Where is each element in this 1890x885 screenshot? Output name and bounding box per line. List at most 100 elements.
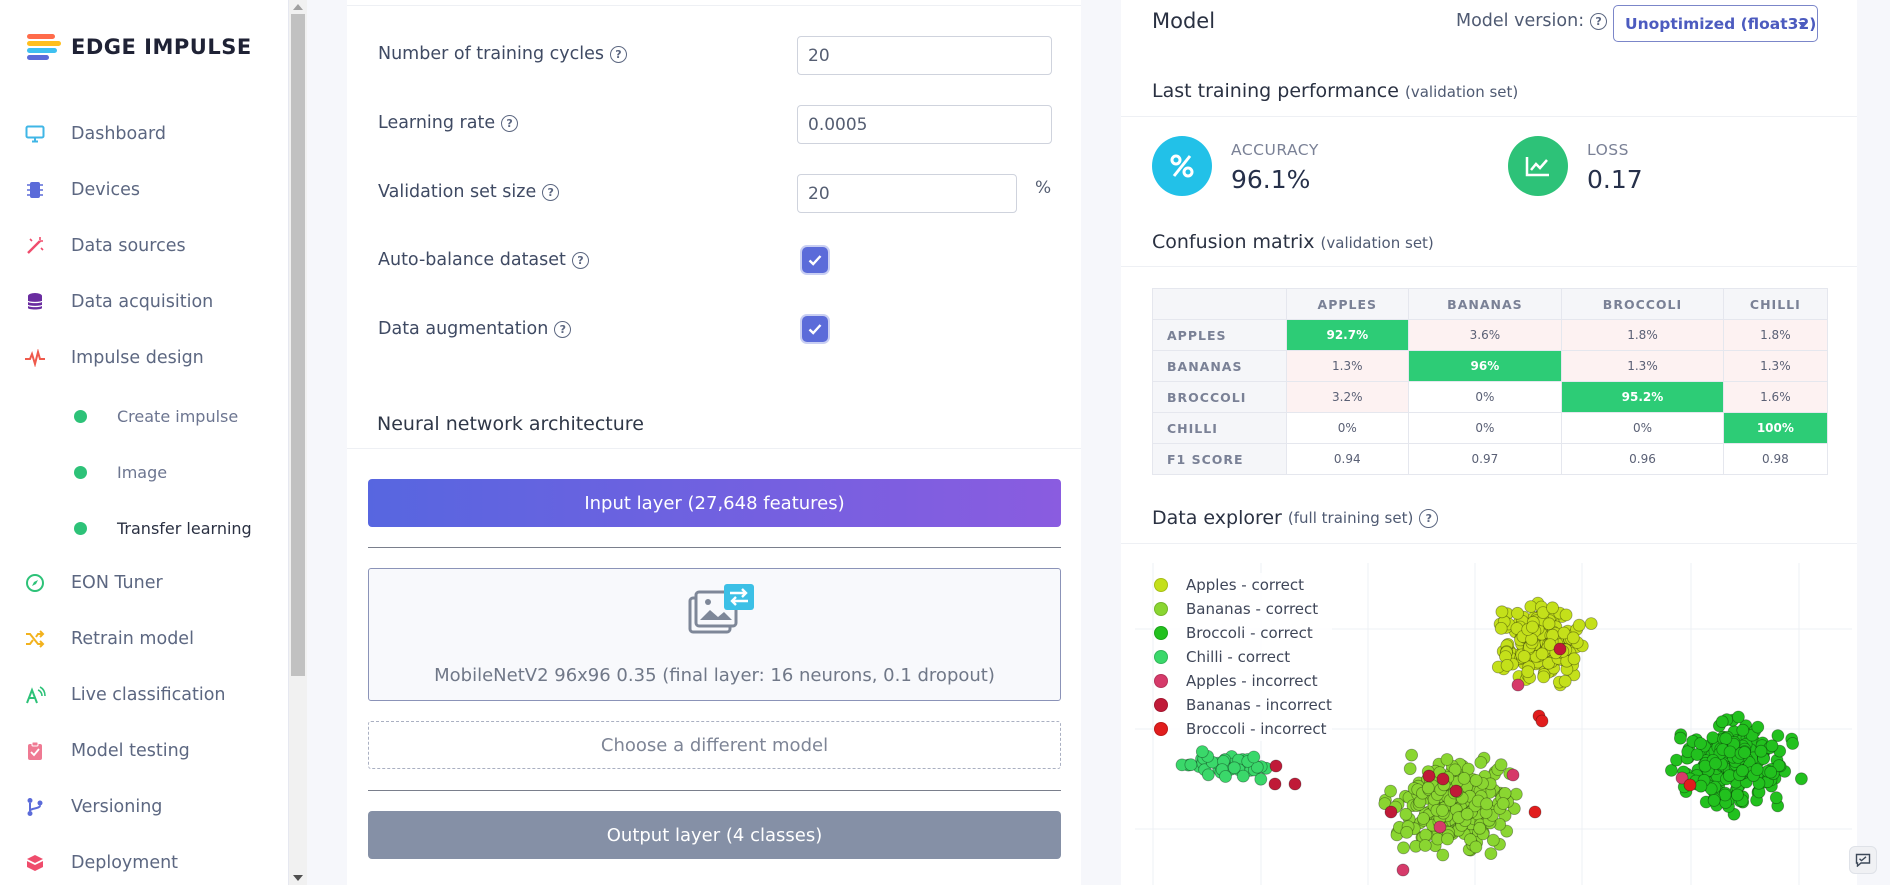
- validation-size-row: Validation set size?: [378, 172, 1058, 212]
- scatter-point: [1384, 805, 1398, 819]
- scatter-point: [1480, 797, 1494, 811]
- scatter-point: [1496, 797, 1510, 810]
- sidebar-item-retrain-model[interactable]: Retrain model: [0, 617, 288, 661]
- help-icon[interactable]: ?: [610, 45, 627, 63]
- learning-rate-row: Learning rate?: [378, 103, 1058, 143]
- legend-label: Chilli - correct: [1186, 648, 1291, 666]
- sidebar-item-versioning[interactable]: Versioning: [0, 785, 288, 829]
- sidebar-scrollbar[interactable]: [289, 0, 307, 885]
- scatter-point: [1448, 763, 1462, 777]
- help-icon[interactable]: ?: [542, 183, 560, 201]
- scatter-point: [1288, 777, 1302, 791]
- database-icon: [23, 290, 47, 314]
- help-icon[interactable]: ?: [571, 251, 589, 269]
- help-icon[interactable]: ?: [1419, 508, 1439, 528]
- table-cell: 1.3%: [1722, 350, 1829, 382]
- augmentation-label: Data augmentation: [378, 319, 549, 339]
- model-layer-box[interactable]: MobileNetV2 96x96 0.35 (final layer: 16 …: [368, 568, 1061, 701]
- table-row: BANANAS 1.3% 96% 1.3% 1.3%: [1152, 350, 1829, 382]
- legend-item[interactable]: Bananas - incorrect: [1154, 693, 1332, 717]
- sidebar-item-model-testing[interactable]: Model testing: [0, 729, 288, 773]
- model-version-label: Model version:: [1456, 11, 1585, 31]
- table-cell: 3.2%: [1286, 381, 1409, 413]
- legend-item[interactable]: Apples - incorrect: [1154, 669, 1332, 693]
- layer-divider: [368, 790, 1061, 791]
- sidebar-item-live-classification[interactable]: Live classification: [0, 673, 288, 717]
- scatter-point: [1786, 737, 1799, 750]
- table-header-row: APPLES BANANAS BROCCOLI CHILLI: [1152, 288, 1829, 320]
- choose-model-button[interactable]: Choose a different model: [368, 721, 1061, 769]
- scatter-point: [1494, 758, 1508, 772]
- input-layer-button[interactable]: Input layer (27,648 features): [368, 479, 1061, 527]
- sidebar-item-label: Impulse design: [71, 348, 204, 368]
- legend-item[interactable]: Apples - correct: [1154, 573, 1332, 597]
- output-layer-button[interactable]: Output layer (4 classes): [368, 811, 1061, 859]
- data-explorer-scatter[interactable]: [1135, 563, 1852, 885]
- scatter-point: [1469, 840, 1483, 854]
- logo-stripes-icon: [27, 34, 63, 60]
- scatter-point: [1584, 617, 1598, 630]
- scatter-point: [1715, 715, 1729, 729]
- scatter-point: [1559, 608, 1573, 622]
- scroll-down-arrow-icon[interactable]: [293, 875, 303, 881]
- sidebar-item-data-sources[interactable]: Data sources: [0, 224, 288, 268]
- scatter-point: [1718, 788, 1732, 802]
- monitor-icon: [23, 122, 47, 146]
- scatter-point: [1495, 605, 1509, 619]
- sidebar-item-data-acquisition[interactable]: Data acquisition: [0, 280, 288, 324]
- help-icon[interactable]: ?: [1590, 12, 1608, 30]
- pulse-icon: [23, 346, 47, 370]
- auto-balance-row: Auto-balance dataset?: [378, 240, 1058, 280]
- sidebar-subitem-transfer-learning[interactable]: Transfer learning: [0, 508, 288, 548]
- sidebar-item-devices[interactable]: Devices: [0, 168, 288, 212]
- help-icon[interactable]: ?: [554, 320, 572, 338]
- sidebar-subitem-image[interactable]: Image: [0, 452, 288, 492]
- status-dot-icon: [74, 521, 87, 535]
- checkmark-icon: [808, 255, 822, 266]
- scatter-point: [1416, 812, 1430, 825]
- scatter-point: [1403, 762, 1417, 776]
- learning-rate-input[interactable]: 0.0005: [797, 105, 1052, 144]
- sidebar-subitem-create-impulse[interactable]: Create impulse: [0, 396, 288, 436]
- image-transfer-icon: [688, 584, 754, 634]
- scroll-up-arrow-icon[interactable]: [293, 4, 303, 10]
- scatter-point: [1219, 770, 1232, 783]
- sidebar-item-eon-tuner[interactable]: EON Tuner: [0, 561, 288, 605]
- help-icon[interactable]: ?: [501, 114, 519, 132]
- table-row: APPLES 92.7% 3.6% 1.8% 1.8%: [1152, 319, 1829, 351]
- sidebar-item-impulse-design[interactable]: Impulse design: [0, 336, 288, 380]
- scatter-point: [1736, 764, 1749, 778]
- table-cell: 3.6%: [1407, 319, 1563, 351]
- chat-icon[interactable]: [1849, 846, 1877, 874]
- table-cell: 0.98: [1722, 443, 1829, 475]
- scatter-point: [1254, 772, 1268, 786]
- scatter-point: [1707, 793, 1721, 807]
- edge-impulse-logo[interactable]: EDGE IMPULSE: [27, 34, 252, 60]
- validation-size-input[interactable]: 20: [797, 174, 1017, 213]
- scatter-point: [1709, 757, 1722, 770]
- sidebar-item-dashboard[interactable]: Dashboard: [0, 112, 288, 156]
- training-settings-panel: Number of training cycles? 20 Learning r…: [347, 0, 1081, 885]
- legend-item[interactable]: Broccoli - incorrect: [1154, 717, 1332, 741]
- sidebar-item-deployment[interactable]: Deployment: [0, 841, 288, 885]
- scatter-point: [1683, 778, 1697, 792]
- legend-label: Broccoli - correct: [1186, 624, 1313, 642]
- scatter-point: [1675, 771, 1689, 785]
- table-row: F1 SCORE 0.94 0.97 0.96 0.98: [1152, 443, 1829, 475]
- row-header: BANANAS: [1152, 350, 1287, 382]
- legend-item[interactable]: Broccoli - correct: [1154, 621, 1332, 645]
- scatter-point: [1418, 839, 1432, 852]
- model-version-select[interactable]: Unoptimized (float32): [1613, 5, 1818, 42]
- table-row: CHILLI 0% 0% 0% 100%: [1152, 412, 1829, 444]
- chip-icon: [23, 178, 47, 202]
- nn-architecture-title: Neural network architecture: [377, 413, 644, 435]
- scatter-point: [1764, 765, 1778, 779]
- scatter-point: [1751, 720, 1765, 734]
- training-cycles-input[interactable]: 20: [797, 36, 1052, 75]
- scatter-point: [1572, 618, 1586, 632]
- auto-balance-checkbox[interactable]: [802, 247, 828, 273]
- legend-item[interactable]: Bananas - correct: [1154, 597, 1332, 621]
- legend-item[interactable]: Chilli - correct: [1154, 645, 1332, 669]
- scroll-thumb[interactable]: [291, 14, 305, 676]
- augmentation-checkbox[interactable]: [802, 316, 828, 342]
